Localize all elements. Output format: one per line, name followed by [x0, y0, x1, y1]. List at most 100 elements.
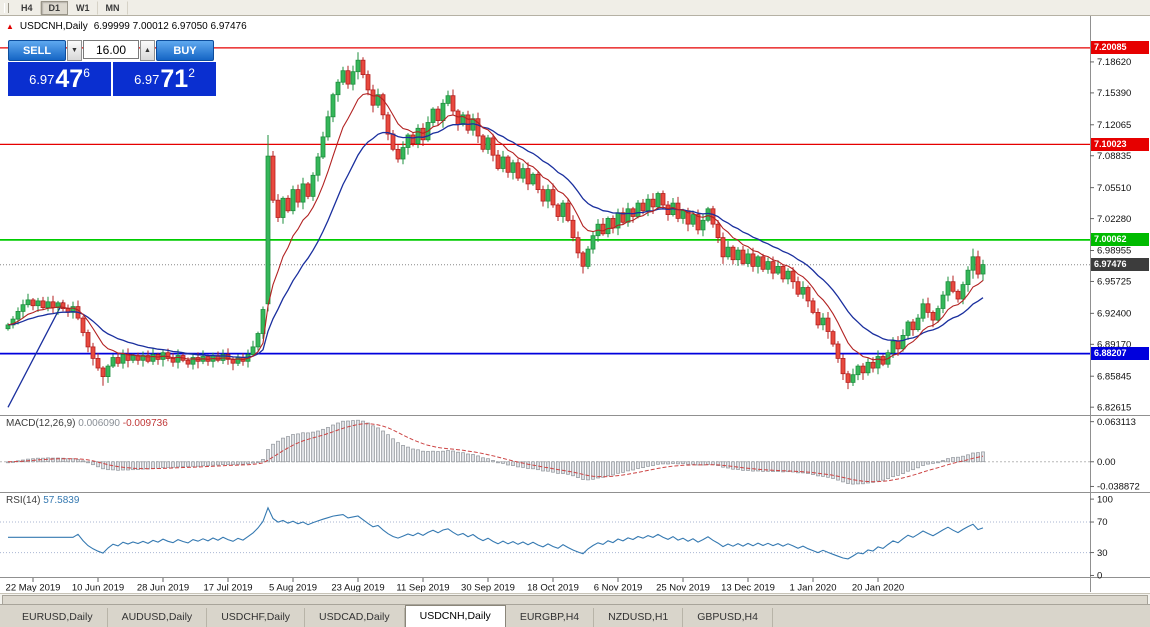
- date-axis-label: 30 Sep 2019: [461, 583, 515, 593]
- candle-body: [320, 136, 326, 158]
- chart-tab-usdchf-daily[interactable]: USDCHF,Daily: [207, 608, 306, 627]
- candle-body: [835, 343, 841, 359]
- candle-body: [130, 355, 136, 361]
- macd-histogram-bar: [696, 461, 700, 466]
- candle-body: [380, 94, 386, 116]
- timeframe-button-w1[interactable]: W1: [68, 0, 98, 15]
- candle-body: [745, 253, 751, 264]
- price-axis-label: 100: [1097, 494, 1113, 505]
- macd-histogram-bar: [386, 434, 390, 463]
- macd-histogram-bar: [106, 461, 110, 471]
- candle-body: [405, 134, 411, 148]
- chart-tabs-bar: EURUSD,Daily AUDUSD,Daily USDCHF,Daily USDC…: [0, 604, 1150, 627]
- macd-histogram-bar: [471, 454, 475, 463]
- candle-body: [460, 114, 466, 125]
- macd-histogram-bar: [736, 461, 740, 470]
- chart-tab-nzdusd-h1[interactable]: NZDUSD,H1: [594, 608, 684, 627]
- macd-histogram-bar: [201, 461, 205, 467]
- chart-tab-gbpusd-h4[interactable]: GBPUSD,H4: [683, 608, 773, 627]
- macd-histogram-bar: [301, 432, 305, 463]
- macd-histogram-bar: [616, 461, 620, 474]
- macd-histogram-bar: [176, 461, 180, 468]
- macd-histogram-bar: [956, 456, 960, 463]
- macd-histogram-bar: [351, 420, 355, 463]
- macd-histogram-bar: [466, 453, 470, 463]
- candle-body: [315, 156, 321, 176]
- macd-histogram-bar: [711, 461, 715, 466]
- candle-body: [630, 208, 636, 217]
- macd-histogram-bar: [511, 461, 515, 466]
- candle-body: [635, 202, 641, 217]
- macd-histogram-bar: [771, 461, 775, 472]
- macd-histogram-bar: [91, 461, 95, 466]
- candle-body: [575, 237, 581, 254]
- buy-price-display[interactable]: 6.97 71 2: [113, 62, 216, 96]
- candle-body: [430, 108, 436, 123]
- chart-tab-eurgbp-h4[interactable]: EURGBP,H4: [506, 608, 595, 627]
- trendline-object[interactable]: [7, 301, 64, 408]
- macd-histogram-bar: [331, 424, 335, 463]
- candle-body: [375, 94, 381, 106]
- chart-tab-audusd-daily[interactable]: AUDUSD,Daily: [108, 608, 208, 627]
- timeframe-button-h4[interactable]: H4: [13, 0, 41, 15]
- sell-price-sup: 6: [83, 66, 90, 80]
- macd-histogram-bar: [261, 459, 265, 463]
- candle-body: [265, 155, 271, 305]
- chart-tab-usdcnh-daily[interactable]: USDCNH,Daily: [404, 605, 506, 627]
- macd-histogram-bar: [131, 461, 135, 471]
- volume-decrease-button[interactable]: ▼: [67, 40, 82, 61]
- macd-histogram-bar: [436, 451, 440, 463]
- candle-body: [435, 108, 441, 121]
- macd-histogram-bar: [376, 427, 380, 463]
- candle-body: [365, 74, 371, 91]
- candle-body: [975, 256, 981, 275]
- rsi-value: 57.5839: [43, 495, 80, 506]
- candle-body: [650, 198, 656, 208]
- macd-histogram-bar: [551, 461, 555, 473]
- candle-body: [900, 334, 906, 350]
- volume-increase-button[interactable]: ▲: [140, 40, 155, 61]
- date-axis-label: 23 Aug 2019: [331, 583, 384, 593]
- candle-body: [730, 246, 736, 261]
- macd-histogram-bar: [746, 461, 750, 471]
- candle-body: [780, 265, 786, 280]
- horizontal-scrollbar[interactable]: [0, 593, 1150, 605]
- macd-histogram-bar: [926, 461, 930, 465]
- candle-body: [805, 287, 811, 302]
- macd-histogram-bar: [536, 461, 540, 471]
- macd-histogram-bar: [796, 461, 800, 474]
- buy-button[interactable]: BUY: [156, 40, 214, 61]
- timeframe-button-d1[interactable]: D1: [40, 0, 69, 15]
- candle-body: [530, 173, 536, 185]
- candle-body: [85, 332, 91, 348]
- macd-histogram-bar: [721, 461, 725, 468]
- candle-body: [870, 361, 876, 369]
- macd-histogram-bar: [391, 438, 395, 463]
- candle-body: [445, 95, 451, 104]
- macd-histogram-bar: [891, 461, 895, 478]
- candle-body: [970, 256, 976, 271]
- candle-body: [5, 324, 11, 330]
- macd-histogram-bar: [966, 454, 970, 463]
- sell-button[interactable]: SELL: [8, 40, 66, 61]
- chart-tab-usdcad-daily[interactable]: USDCAD,Daily: [305, 608, 405, 627]
- macd-histogram-bar: [416, 449, 420, 463]
- candle-body: [285, 197, 291, 212]
- macd-histogram-bar: [656, 461, 660, 465]
- timeframe-toolbar: H4 D1 W1 MN: [0, 0, 1150, 16]
- macd-histogram-bar: [186, 461, 190, 468]
- volume-input[interactable]: [83, 40, 139, 59]
- macd-histogram-bar: [496, 461, 500, 464]
- sell-price-display[interactable]: 6.97 47 6: [8, 62, 111, 96]
- chart-canvas[interactable]: 7.18620 7.15390 7.12065 7.08835 7.05510 7.022…: [0, 0, 1150, 592]
- candle-body: [565, 202, 571, 221]
- candle-body: [555, 204, 561, 217]
- date-axis-label: 17 Jul 2019: [203, 583, 252, 593]
- chart-tab-eurusd-daily[interactable]: EURUSD,Daily: [8, 608, 108, 627]
- date-axis-label: 10 Jun 2019: [72, 583, 124, 593]
- candle-body: [690, 214, 696, 225]
- candle-body: [610, 217, 616, 229]
- timeframe-button-mn[interactable]: MN: [98, 0, 128, 15]
- candle-body: [150, 354, 156, 362]
- macd-histogram-bar: [476, 455, 480, 463]
